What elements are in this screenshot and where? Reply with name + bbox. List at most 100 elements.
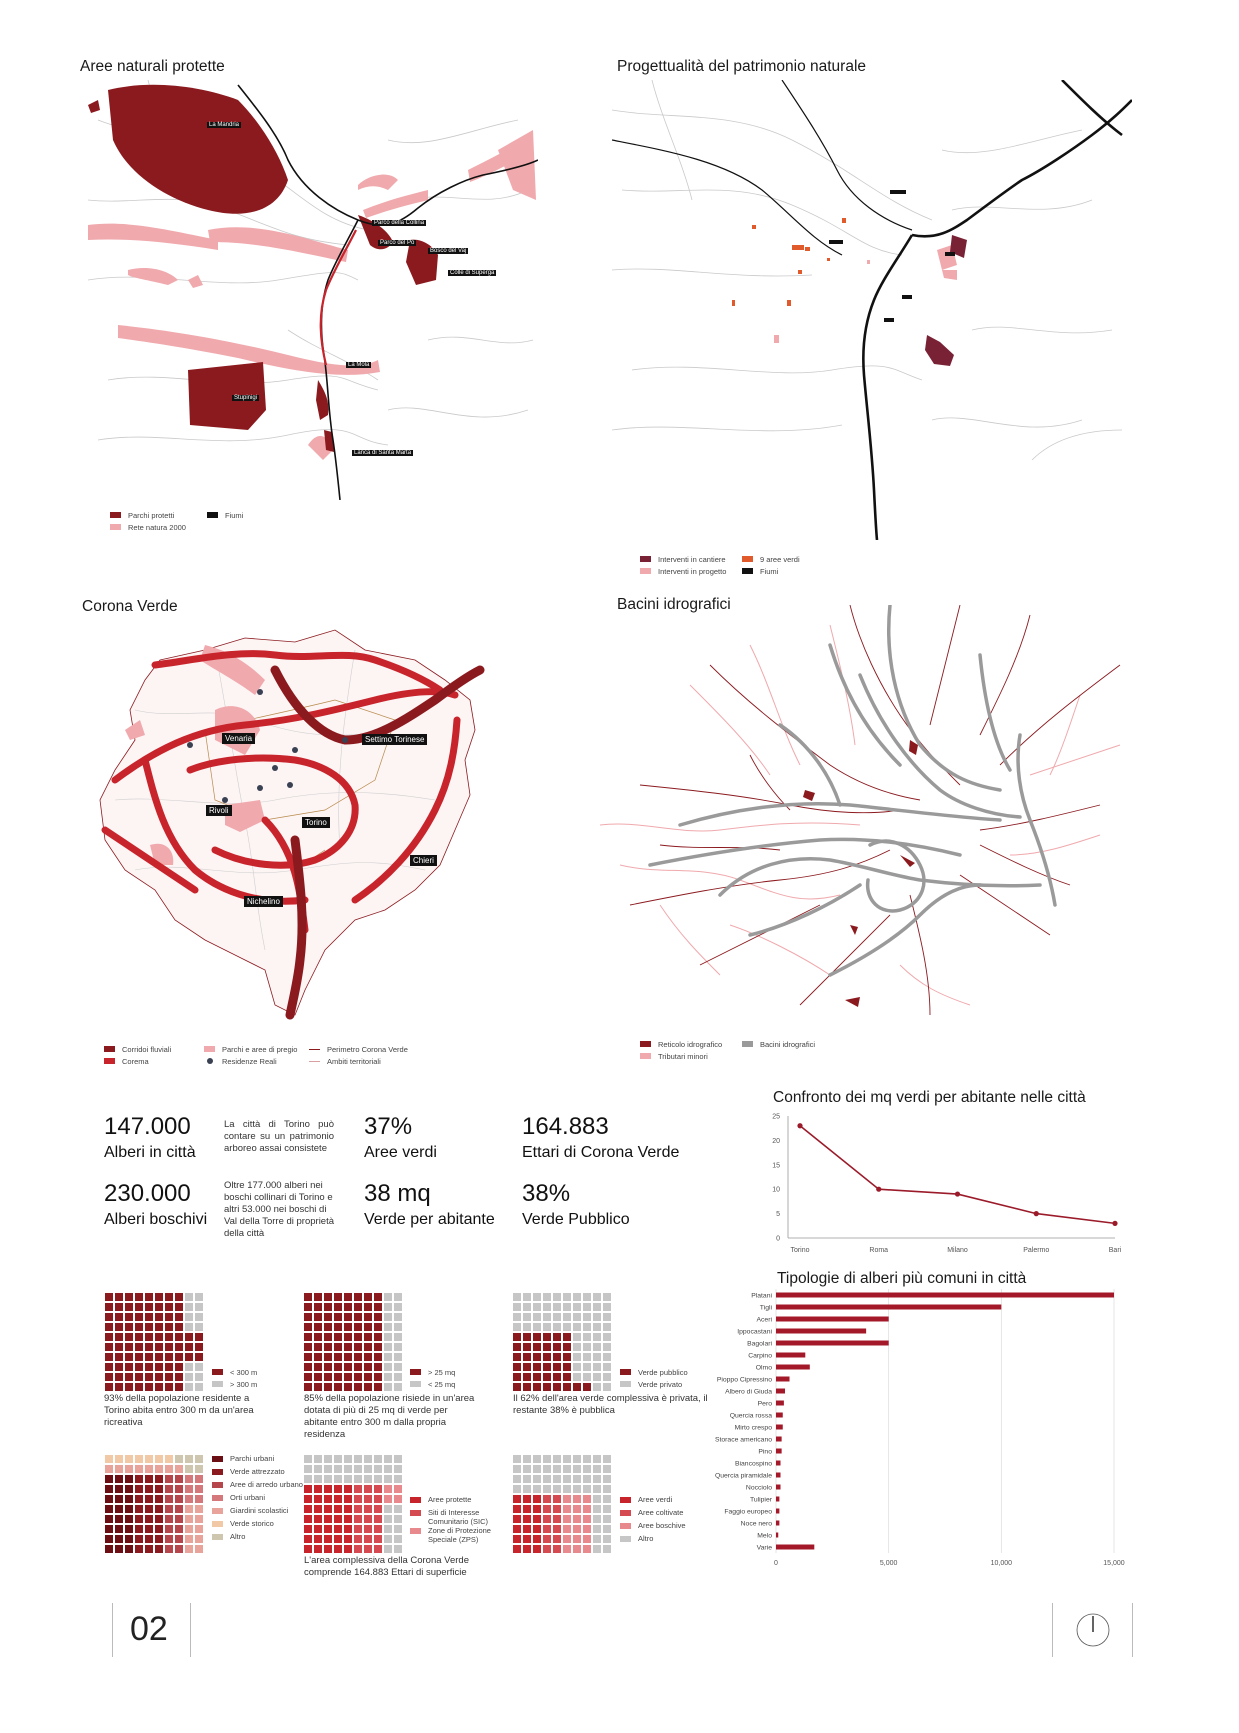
waffle-cell xyxy=(344,1515,352,1523)
waffle-cell xyxy=(364,1505,372,1513)
waffle-cell xyxy=(513,1383,521,1391)
waffle-cell xyxy=(553,1455,561,1463)
waffle-cell xyxy=(304,1465,312,1473)
bar-chart-bar xyxy=(776,1472,781,1478)
waffle-cell xyxy=(523,1383,531,1391)
waffle-cell xyxy=(105,1505,113,1513)
bar-chart-bar xyxy=(776,1496,780,1502)
bar-chart-category-label: Mirto crespo xyxy=(735,1425,773,1432)
waffle-cell xyxy=(324,1353,332,1361)
waffle-cell xyxy=(344,1455,352,1463)
waffle-cell xyxy=(344,1293,352,1301)
bar-chart-bar xyxy=(776,1460,781,1466)
legend-row: Aree boschive xyxy=(620,1521,686,1534)
waffle-cell xyxy=(543,1303,551,1311)
waffle-cell xyxy=(513,1545,521,1553)
waffle-cell xyxy=(513,1303,521,1311)
waffle-cell xyxy=(533,1515,541,1523)
waffle-cell xyxy=(125,1323,133,1331)
waffle-cell xyxy=(374,1333,382,1341)
stat-corona-label: Ettari di Corona Verde xyxy=(522,1144,680,1161)
waffle-cell xyxy=(394,1323,402,1331)
waffle-cell xyxy=(603,1505,611,1513)
waffle-cell xyxy=(195,1455,203,1463)
waffle-caption-300m: 93% della popolazione residente a Torino… xyxy=(104,1393,254,1428)
waffle-cell xyxy=(603,1455,611,1463)
waffle-cell xyxy=(523,1343,531,1351)
waffle-caption-corona: L'area complessiva della Corona Verde co… xyxy=(304,1555,469,1578)
line-chart-point xyxy=(876,1186,882,1192)
waffle-cell xyxy=(105,1545,113,1553)
line-chart-x-tick: Bari xyxy=(1109,1247,1122,1254)
waffle-cell xyxy=(344,1373,352,1381)
waffle-cell xyxy=(145,1293,153,1301)
legend-label: Siti di Interesse Comunitario (SIC) xyxy=(428,1508,489,1526)
waffle-cell xyxy=(125,1303,133,1311)
legend-label: Aree di arredo urbano xyxy=(230,1480,303,1489)
legend-label: > 25 mq xyxy=(428,1367,456,1377)
waffle-cell xyxy=(314,1323,322,1331)
waffle-cell xyxy=(533,1313,541,1321)
legend-label: Fiumi xyxy=(225,510,244,520)
legend-swatch xyxy=(110,512,121,518)
bar-chart-bar xyxy=(776,1328,867,1334)
bar-chart-category-label: Faggio europeo xyxy=(724,1509,772,1516)
waffle-cell xyxy=(304,1323,312,1331)
waffle-cell xyxy=(324,1495,332,1503)
legend-swatch xyxy=(212,1469,223,1475)
waffle-cell xyxy=(533,1333,541,1341)
waffle-cell xyxy=(573,1353,581,1361)
waffle-cell xyxy=(513,1455,521,1463)
waffle-cell xyxy=(175,1455,183,1463)
waffle-cell xyxy=(135,1373,143,1381)
waffle-cell xyxy=(185,1323,193,1331)
waffle-cell xyxy=(324,1293,332,1301)
waffle-cell xyxy=(563,1353,571,1361)
waffle-cell xyxy=(593,1383,601,1391)
bar-chart-category-label: Biancospino xyxy=(735,1461,772,1468)
waffle-cell xyxy=(593,1373,601,1381)
waffle-cell xyxy=(334,1343,342,1351)
waffle-cell xyxy=(533,1545,541,1553)
waffle-cell xyxy=(583,1333,591,1341)
waffle-cell xyxy=(603,1545,611,1553)
waffle-cell xyxy=(334,1545,342,1553)
waffle-cell xyxy=(533,1293,541,1301)
waffle-cell xyxy=(354,1293,362,1301)
waffle-cell xyxy=(175,1495,183,1503)
waffle-cell xyxy=(523,1455,531,1463)
legend-swatch xyxy=(640,1053,651,1059)
legend-row: Aree protette xyxy=(410,1495,520,1508)
waffle-cell xyxy=(354,1545,362,1553)
waffle-cell xyxy=(603,1353,611,1361)
waffle-cell xyxy=(125,1455,133,1463)
legend-label: 9 aree verdi xyxy=(760,554,800,564)
stat-corona-value: 164.883 xyxy=(522,1113,609,1140)
waffle-cell xyxy=(165,1313,173,1321)
legend-swatch xyxy=(410,1528,421,1534)
legend-label: Corema xyxy=(122,1056,149,1066)
waffle-cell xyxy=(324,1333,332,1341)
waffle-cell xyxy=(165,1485,173,1493)
waffle-cell xyxy=(354,1535,362,1543)
waffle-cell xyxy=(334,1323,342,1331)
legend-corona: Corridoi fluviali Parchi e aree di pregi… xyxy=(104,1043,434,1067)
waffle-cell xyxy=(583,1485,591,1493)
waffle-cell xyxy=(344,1343,352,1351)
bar-chart-title: Tipologie di alberi più comuni in città xyxy=(777,1270,1027,1287)
waffle-cell xyxy=(583,1323,591,1331)
waffle-cell xyxy=(304,1343,312,1351)
waffle-cell xyxy=(344,1383,352,1391)
waffle-cell xyxy=(533,1303,541,1311)
legend-swatch xyxy=(742,556,753,562)
waffle-cell xyxy=(334,1383,342,1391)
bar-chart-bar xyxy=(776,1532,779,1538)
waffle-cell xyxy=(145,1333,153,1341)
legend-swatch xyxy=(104,1058,115,1064)
waffle-cell xyxy=(185,1343,193,1351)
waffle-verde-pubblico xyxy=(513,1293,611,1391)
legend-swatch xyxy=(212,1369,223,1375)
legend-swatch xyxy=(640,1041,651,1047)
waffle-cell xyxy=(583,1353,591,1361)
waffle-cell xyxy=(115,1363,123,1371)
